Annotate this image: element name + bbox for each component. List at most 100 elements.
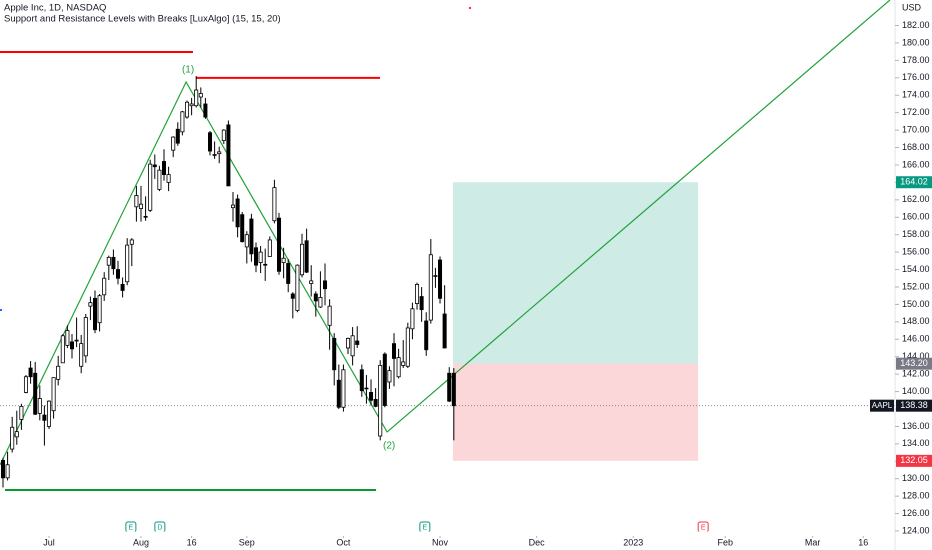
y-tick-label: 158.00 — [902, 229, 930, 239]
candle-body — [217, 151, 222, 155]
candle-body — [83, 317, 88, 357]
candle-body — [189, 103, 194, 107]
candle-body — [369, 392, 374, 401]
y-tick-label: 136.00 — [902, 421, 930, 431]
candle-body — [382, 353, 387, 406]
candle-body — [258, 251, 263, 263]
alert-dot — [468, 6, 472, 10]
candle-body — [424, 320, 429, 351]
candle-body — [313, 293, 318, 302]
candle-body — [92, 297, 98, 331]
candle-body — [447, 372, 452, 402]
candle-body — [410, 308, 415, 330]
candle-body — [65, 330, 70, 346]
candle-body — [184, 101, 190, 118]
x-tick-label: 2023 — [623, 537, 643, 547]
candle-body — [419, 296, 424, 311]
candle-body — [120, 283, 125, 291]
candle-body — [332, 338, 337, 371]
candle-body — [300, 243, 305, 276]
candle-body — [249, 218, 254, 255]
last-price-badge — [896, 399, 932, 412]
candle-body — [46, 400, 52, 427]
stop-badge-label: 132.05 — [900, 455, 928, 465]
event-label: D — [157, 524, 162, 531]
y-tick-label: 168.00 — [902, 142, 930, 152]
candle-body — [148, 163, 153, 211]
candle-body — [203, 103, 208, 118]
candle-body — [194, 89, 199, 107]
y-tick-label: 152.00 — [902, 281, 930, 291]
x-tick-label: Mar — [805, 537, 821, 547]
x-tick-label: 16 — [858, 537, 868, 547]
x-tick-label: 16 — [187, 537, 197, 547]
candle-body — [106, 256, 111, 266]
loss-zone — [452, 363, 699, 461]
y-tick-label: 148.00 — [902, 316, 930, 326]
candle-body — [323, 280, 328, 290]
x-tick-label: Feb — [717, 537, 733, 547]
candle-body — [373, 399, 378, 407]
candle-body — [37, 398, 42, 414]
currency: USD — [902, 2, 922, 12]
candle-body — [102, 277, 107, 296]
candle-body — [56, 365, 61, 380]
candle-body — [79, 343, 84, 367]
candle-body — [235, 198, 240, 228]
y-tick-label: 178.00 — [902, 55, 930, 65]
candle-body — [286, 263, 291, 284]
candle-body — [129, 239, 134, 245]
x-tick-label: Sep — [239, 537, 255, 547]
candle-body — [415, 283, 420, 304]
candle-body — [350, 335, 355, 357]
symbol-label: AAPL — [872, 401, 893, 410]
indicator-line: Support and Resistance Levels with Break… — [4, 14, 281, 25]
y-tick-label: 166.00 — [902, 159, 930, 169]
candle-body — [304, 240, 309, 273]
candle-body — [359, 369, 364, 392]
entry-badge — [896, 357, 932, 370]
candle-body — [212, 154, 217, 156]
candle-body — [138, 203, 144, 209]
y-tick-label: 130.00 — [902, 473, 930, 483]
candle-body — [19, 405, 24, 420]
candle-body — [74, 339, 79, 342]
candle-body — [152, 164, 157, 168]
candle-body — [198, 93, 203, 98]
price-axis — [895, 0, 932, 550]
candle-body — [451, 372, 456, 407]
symbol-badge — [870, 399, 894, 412]
candle-body — [5, 464, 10, 479]
x-tick-label: Nov — [432, 537, 449, 547]
candle-body — [134, 195, 139, 208]
x-tick-label: Oct — [336, 537, 351, 547]
edge-marker — [0, 309, 2, 311]
candle-body — [433, 275, 438, 277]
entry-badge-label: 143.20 — [900, 358, 928, 368]
y-tick-label: 126.00 — [902, 508, 930, 518]
candle-body — [355, 340, 360, 345]
candle-body — [318, 297, 323, 308]
candle-body — [240, 214, 245, 243]
candle-body — [14, 431, 19, 438]
candle-body — [392, 343, 397, 359]
candle-body — [23, 376, 29, 393]
candle-body — [157, 169, 162, 190]
candle-body — [253, 247, 259, 266]
candle-body — [244, 234, 249, 248]
candle-body — [387, 370, 392, 383]
pivot-label: (2) — [383, 441, 395, 452]
candle-body — [281, 257, 286, 263]
candle-body — [111, 256, 116, 270]
y-tick-label: 128.00 — [902, 491, 930, 501]
event-label: E — [701, 524, 706, 531]
y-tick-label: 172.00 — [902, 107, 930, 117]
y-tick-label: 140.00 — [902, 386, 930, 396]
candle-body — [295, 264, 300, 311]
candle-body — [115, 269, 121, 279]
x-tick-label: Jul — [43, 537, 55, 547]
candle-body — [336, 379, 341, 408]
candle-body — [405, 327, 410, 367]
candle-body — [272, 187, 277, 222]
